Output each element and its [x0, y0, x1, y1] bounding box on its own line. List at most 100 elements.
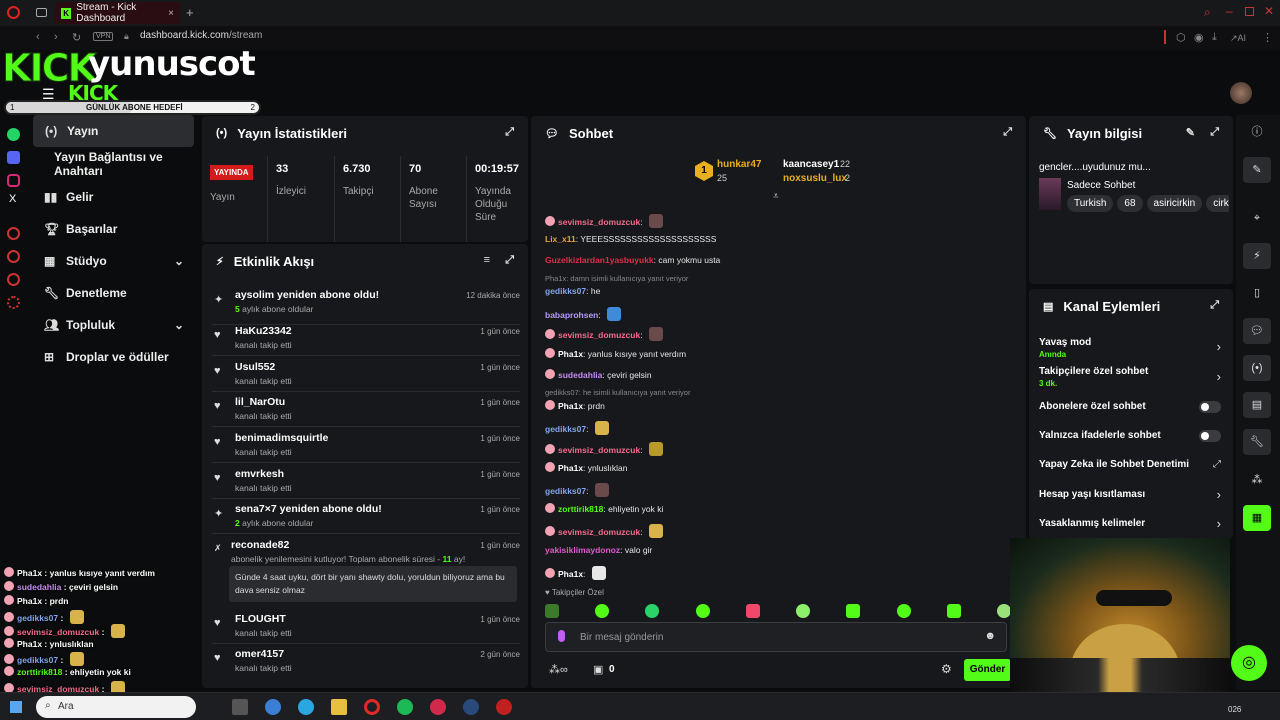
opera-icon[interactable]	[364, 699, 380, 715]
emote-icon[interactable]	[545, 604, 559, 618]
app-icon[interactable]	[265, 699, 281, 715]
taskbar-search[interactable]: Ara	[36, 696, 196, 718]
x-twitter-icon[interactable]: X	[9, 193, 17, 205]
document-icon[interactable]: ▯	[1253, 287, 1261, 299]
emote-icon[interactable]	[796, 604, 811, 618]
action-account-age[interactable]: Hesap yaşı kısıtlaması	[1039, 489, 1145, 500]
close-tab-icon[interactable]: ×	[168, 7, 174, 19]
action-followers-only[interactable]: Takipçilere özel sohbet 3 dk.	[1039, 366, 1148, 388]
search-tabs-icon[interactable]: ⌕	[1204, 5, 1211, 19]
opera-logo-icon[interactable]	[7, 6, 20, 19]
subscribers-only-toggle[interactable]	[1199, 401, 1221, 413]
steam-icon[interactable]	[463, 699, 479, 715]
vpn-badge[interactable]: VPN	[93, 32, 114, 41]
store-icon[interactable]: ▣	[593, 664, 604, 676]
chat-username[interactable]: sudedahlia	[558, 370, 603, 380]
chat-username[interactable]: Guzelkizlardan1yasbuyukk	[545, 255, 654, 265]
aria-ai-icon[interactable]: ↗AI	[1230, 33, 1247, 43]
nav-item-denetleme[interactable]: 🔧︎ Denetleme	[28, 277, 200, 309]
whatsapp-icon[interactable]	[7, 128, 20, 141]
download-icon[interactable]: ⤓	[1212, 31, 1217, 43]
chat-username[interactable]: zorttirik818	[558, 504, 604, 514]
chat-bubble-button[interactable]: ◎	[1231, 645, 1267, 681]
url-field[interactable]: dashboard.kick.com/stream	[140, 30, 262, 41]
action-banned-words[interactable]: Yasaklanmış kelimeler	[1039, 518, 1145, 529]
app-icon[interactable]	[430, 699, 446, 715]
chat-settings-icon[interactable]: ⚙︎	[941, 662, 952, 676]
maximize-icon[interactable]	[1245, 7, 1254, 16]
broadcast-icon[interactable]: (•)	[1243, 355, 1271, 381]
nav-item-basarilar[interactable]: 🏆︎ Başarılar	[28, 213, 200, 245]
emote-icon[interactable]	[695, 604, 710, 618]
back-icon[interactable]: ‹	[36, 31, 40, 43]
edit-icon[interactable]: ✎	[1243, 157, 1271, 183]
edit-icon[interactable]: ✎	[1185, 127, 1195, 139]
edge-icon[interactable]	[298, 699, 314, 715]
chat-username[interactable]: gedikks07	[545, 286, 587, 296]
chat-username[interactable]: Pha1x	[558, 401, 584, 411]
actions-icon[interactable]: ▤	[1243, 392, 1271, 418]
nav-item-droplar[interactable]: ⊞ Droplar ve ödüller	[28, 341, 200, 373]
popout-icon[interactable]: ⤢	[1003, 126, 1012, 138]
chat-input[interactable]: Bir mesaj gönderin	[580, 632, 664, 643]
settings-icon[interactable]	[7, 296, 20, 309]
chat-username[interactable]: sevimsiz_domuzcuk	[558, 217, 641, 227]
spotify-icon[interactable]	[397, 699, 413, 715]
chat-bubble-icon[interactable]: 💬︎	[1243, 318, 1271, 344]
send-button[interactable]: Gönder	[964, 659, 1011, 681]
app-icon[interactable]	[496, 699, 512, 715]
emote-icon[interactable]	[946, 604, 961, 618]
windows-start-icon[interactable]	[10, 701, 22, 713]
wrench-icon[interactable]: 🔧︎	[1243, 429, 1271, 455]
tag[interactable]: 68	[1117, 195, 1143, 212]
filter-icon[interactable]: ≡	[483, 254, 490, 266]
nav-item-studyo[interactable]: ▦ Stüdyo ⌄	[28, 245, 200, 277]
pinned-toggle-icon[interactable]: ⩡	[773, 191, 779, 202]
chat-username[interactable]: babaprohsen	[545, 310, 599, 320]
chat-username[interactable]: Pha1x	[558, 569, 584, 579]
category-name[interactable]: Sadece Sohbet	[1067, 180, 1136, 191]
chat-username[interactable]: sevimsiz_domuzcuk	[558, 527, 641, 537]
tab-switcher-icon[interactable]	[36, 8, 47, 17]
popout-icon[interactable]: ⤢	[505, 254, 514, 266]
pinboard-icon[interactable]	[7, 273, 20, 286]
nav-item-yayin[interactable]: (•) Yayın	[33, 115, 194, 147]
rewards-icon[interactable]: ⁂∞	[549, 664, 568, 676]
task-view-icon[interactable]	[232, 699, 248, 715]
chat-username[interactable]: Pha1x	[558, 349, 584, 359]
chat-username[interactable]: yakisiklimaydonoz	[545, 545, 621, 555]
extension-icon[interactable]: ⬡	[1176, 32, 1186, 44]
moderation-icon[interactable]: ⌖	[1253, 212, 1261, 224]
chat-username[interactable]: Pha1x	[558, 463, 584, 473]
clapper-icon[interactable]: ▦	[1243, 505, 1271, 531]
emote-icon[interactable]	[745, 604, 760, 618]
mic-icon[interactable]	[558, 630, 565, 642]
emoji-icon[interactable]: ☻	[984, 630, 996, 642]
emote-icon[interactable]	[595, 604, 610, 618]
chat-username[interactable]: gedikks07	[545, 486, 587, 496]
emote-icon[interactable]	[645, 604, 660, 618]
gifter-name[interactable]: kaancasey1	[783, 159, 840, 170]
popout-icon[interactable]: ⤢	[505, 126, 514, 138]
tag[interactable]: Turkish	[1067, 195, 1114, 212]
discord-icon[interactable]	[7, 151, 20, 164]
chat-username[interactable]: sevimsiz_domuzcuk	[558, 445, 641, 455]
drops-icon[interactable]: ⁂	[1251, 474, 1263, 486]
minimize-icon[interactable]: –	[1226, 4, 1233, 18]
nav-item-topluluk[interactable]: 👥︎ Topluluk ⌄	[28, 309, 200, 341]
file-explorer-icon[interactable]	[331, 699, 347, 715]
gifter-name[interactable]: hunkar47	[717, 159, 762, 170]
action-slow-mode[interactable]: Yavaş mod Anında	[1039, 337, 1091, 359]
chevron-right-icon[interactable]: ›	[1216, 516, 1221, 531]
info-icon[interactable]: ⓘ	[1251, 126, 1263, 138]
user-avatar[interactable]	[1230, 82, 1252, 104]
action-ai-moderation[interactable]: Yapay Zeka ile Sohbet Denetimi	[1039, 459, 1189, 470]
new-tab-icon[interactable]: +	[186, 5, 194, 20]
chat-input-box[interactable]: Bir mesaj gönderin ☻	[545, 622, 1007, 652]
profile-icon[interactable]: ◉	[1194, 32, 1204, 44]
close-window-icon[interactable]: ✕	[1264, 4, 1275, 18]
chevron-right-icon[interactable]: ›	[1216, 339, 1221, 354]
tag[interactable]: asiricirkin	[1146, 195, 1203, 212]
nav-item-gelir[interactable]: ▮▮ Gelir	[28, 181, 200, 213]
chevron-right-icon[interactable]: ›	[1216, 369, 1221, 384]
